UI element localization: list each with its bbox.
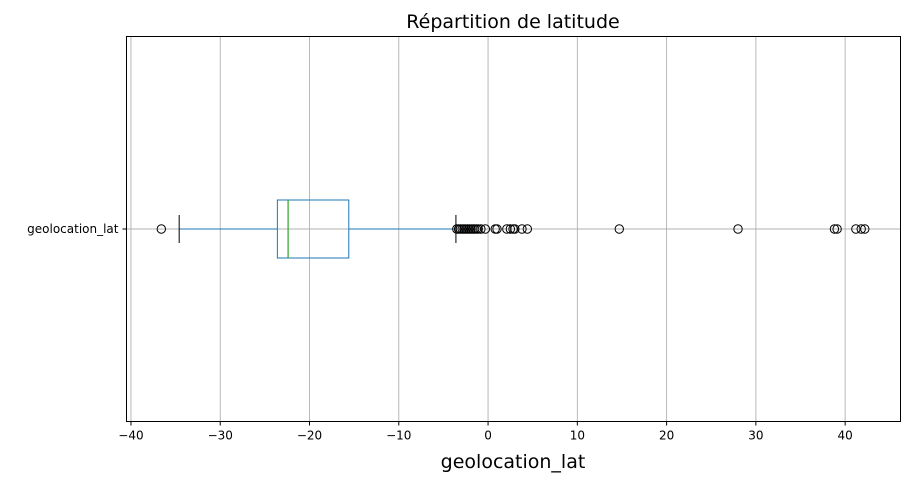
outlier-point — [492, 224, 502, 234]
outlier-point — [517, 224, 527, 234]
outlier-point — [829, 224, 840, 234]
x-axis-label: geolocation_lat — [441, 451, 586, 473]
outlier-point — [832, 224, 842, 234]
outlier-point — [505, 224, 516, 234]
chart-title: Répartition de latitude — [406, 11, 619, 33]
outlier-point — [476, 224, 486, 234]
x-tick-label: 40 — [838, 429, 853, 443]
x-tick-label: 0 — [484, 429, 492, 443]
outlier-point — [480, 224, 491, 234]
outlier-point — [510, 224, 520, 234]
outlier-point — [733, 224, 743, 234]
y-tick-label: geolocation_lat — [27, 222, 119, 236]
outlier-point — [856, 224, 866, 234]
outlier-point — [860, 224, 870, 234]
grid-lines — [126, 36, 901, 422]
x-tick-label: 30 — [748, 429, 763, 443]
outlier-point — [473, 224, 483, 234]
x-ticks: −40 −30 −20 −10 0 10 20 30 40 — [118, 421, 853, 443]
x-tick-label: 10 — [570, 429, 585, 443]
iqr-box — [276, 199, 350, 259]
outlier-point — [614, 224, 624, 234]
outlier-point — [851, 224, 861, 234]
outlier-point — [156, 224, 167, 234]
outlier-point — [522, 224, 533, 234]
x-tick-label: −40 — [118, 429, 143, 443]
x-tick-label: −30 — [208, 429, 233, 443]
x-tick-label: 20 — [659, 429, 674, 443]
y-ticks: geolocation_lat — [27, 222, 127, 236]
outlier-group — [156, 224, 870, 234]
x-tick-label: −10 — [386, 429, 411, 443]
x-tick-label: −20 — [297, 429, 322, 443]
